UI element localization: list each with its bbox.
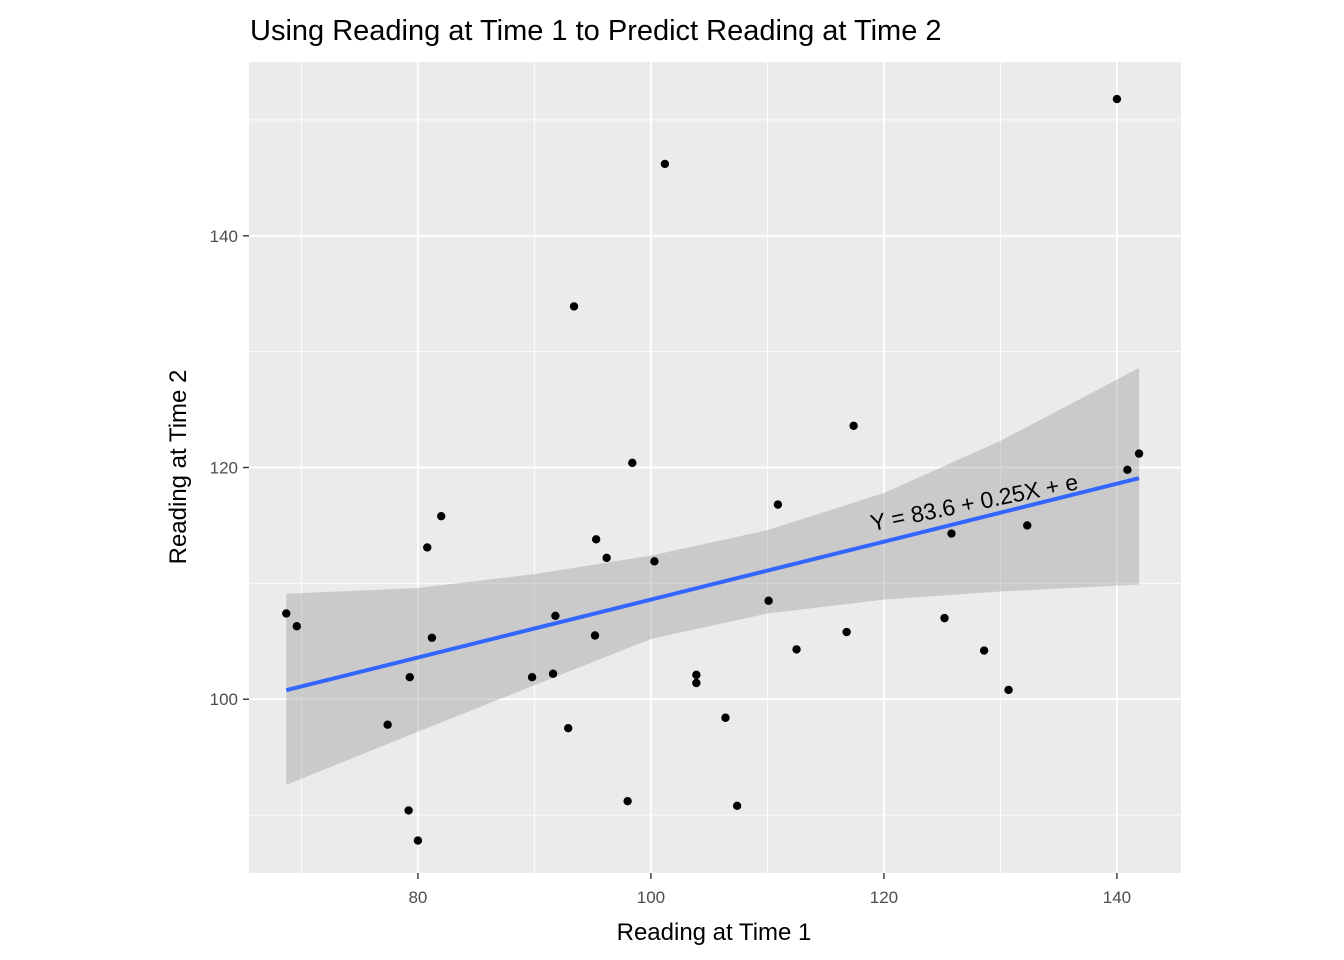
data-point — [692, 670, 701, 680]
data-point — [1023, 521, 1032, 530]
x-tick-label: 140 — [1103, 888, 1131, 907]
data-point — [660, 159, 670, 169]
data-point — [1134, 449, 1144, 458]
data-point — [282, 609, 291, 618]
data-point — [940, 613, 949, 623]
x-tick-label: 120 — [870, 888, 898, 907]
data-point — [569, 302, 579, 311]
y-tick-label: 100 — [210, 690, 238, 709]
data-point — [623, 796, 632, 806]
data-point — [764, 596, 773, 605]
data-point — [732, 801, 742, 811]
x-tick-label: 80 — [408, 888, 427, 907]
data-point — [404, 806, 413, 815]
data-point — [423, 543, 432, 552]
data-point — [692, 678, 701, 688]
data-point — [590, 631, 600, 640]
x-axis: 80 100 120 140 — [408, 873, 1131, 907]
confidence-band — [286, 367, 1140, 785]
data-point — [383, 720, 392, 729]
chart-title: Using Reading at Time 1 to Predict Readi… — [250, 15, 942, 47]
data-point — [947, 529, 956, 538]
y-axis-title: Reading at Time 2 — [165, 370, 192, 565]
data-point — [650, 557, 659, 566]
data-point — [413, 836, 423, 845]
data-point — [602, 553, 611, 563]
data-point — [591, 535, 601, 544]
regression-line — [285, 476, 1140, 693]
data-point — [551, 611, 560, 620]
confidence-band-layer — [286, 367, 1140, 785]
data-point — [979, 646, 989, 655]
x-axis-title: Reading at Time 1 — [617, 919, 812, 946]
data-point — [842, 627, 851, 637]
data-point — [1004, 685, 1013, 695]
data-point — [527, 673, 537, 682]
y-tick-label: 140 — [210, 227, 238, 246]
data-point — [564, 723, 573, 733]
grid-major — [249, 62, 1181, 873]
data-point — [1112, 94, 1122, 104]
points-layer — [282, 94, 1144, 845]
y-axis: 100 120 140 — [210, 227, 249, 709]
data-point — [427, 633, 437, 643]
x-tick-label: 100 — [637, 888, 665, 907]
data-point — [721, 713, 730, 722]
data-point — [773, 500, 783, 509]
data-point — [292, 622, 301, 631]
data-point — [792, 645, 801, 654]
data-point — [548, 669, 558, 678]
data-point — [405, 673, 414, 682]
y-tick-label: 120 — [210, 459, 238, 478]
data-point — [628, 458, 637, 468]
data-point — [437, 511, 446, 521]
fit-line-layer — [285, 476, 1140, 693]
data-point — [849, 421, 858, 430]
data-point — [1123, 465, 1132, 475]
